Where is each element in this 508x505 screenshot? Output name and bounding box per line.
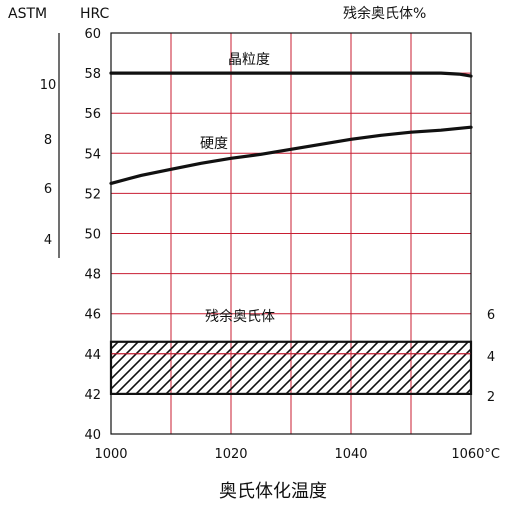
retained-austenite-annotation: 残余奥氏体	[205, 308, 275, 325]
astm-tick-label: 6	[44, 182, 52, 197]
astm-tick-label: 10	[40, 78, 57, 93]
plot-frame	[58, 32, 472, 435]
retained-austenite-band	[109, 340, 473, 395]
series-lines	[109, 71, 473, 185]
astm-axis-label: ASTM	[8, 6, 47, 22]
hrc-tick-label: 40	[84, 428, 101, 443]
band-rect	[109, 340, 473, 395]
hrc-tick-label: 60	[84, 27, 101, 42]
chart-labels: ASTM HRC 残余奥氏体%404244464850525456586010864…	[8, 5, 500, 502]
hrc-tick-label: 58	[84, 67, 101, 82]
x-axis-title: 奥氏体化温度	[219, 481, 327, 502]
hrc-tick-label: 42	[84, 388, 101, 403]
hrc-tick-label: 48	[84, 268, 101, 283]
retained-austenite-axis-label: 残余奥氏体%	[343, 5, 426, 22]
retained-austenite-tick-label: 6	[487, 308, 495, 323]
series-line-1	[109, 71, 473, 78]
hrc-tick-label: 56	[84, 107, 101, 122]
hrc-tick-label: 44	[84, 348, 101, 363]
x-tick-label: 1000	[94, 447, 127, 462]
hardness-annotation: 硬度	[200, 136, 228, 152]
hrc-tick-label: 54	[84, 147, 101, 162]
hrc-tick-label: 50	[84, 228, 101, 243]
retained-austenite-tick-label: 4	[487, 350, 495, 365]
astm-tick-label: 4	[44, 233, 52, 248]
hrc-tick-label: 46	[84, 308, 101, 323]
series-line-2	[109, 125, 473, 185]
x-tick-label: 1060°C	[451, 447, 500, 462]
plot-border	[110, 32, 472, 435]
x-tick-label: 1020	[214, 447, 247, 462]
astm-tick-label: 8	[44, 133, 52, 148]
hrc-tick-label: 52	[84, 187, 101, 202]
grain-size-annotation: 晶粒度	[228, 52, 270, 68]
hrc-axis-label: HRC	[80, 6, 110, 22]
retained-austenite-tick-label: 2	[487, 390, 495, 405]
x-tick-label: 1040	[334, 447, 367, 462]
